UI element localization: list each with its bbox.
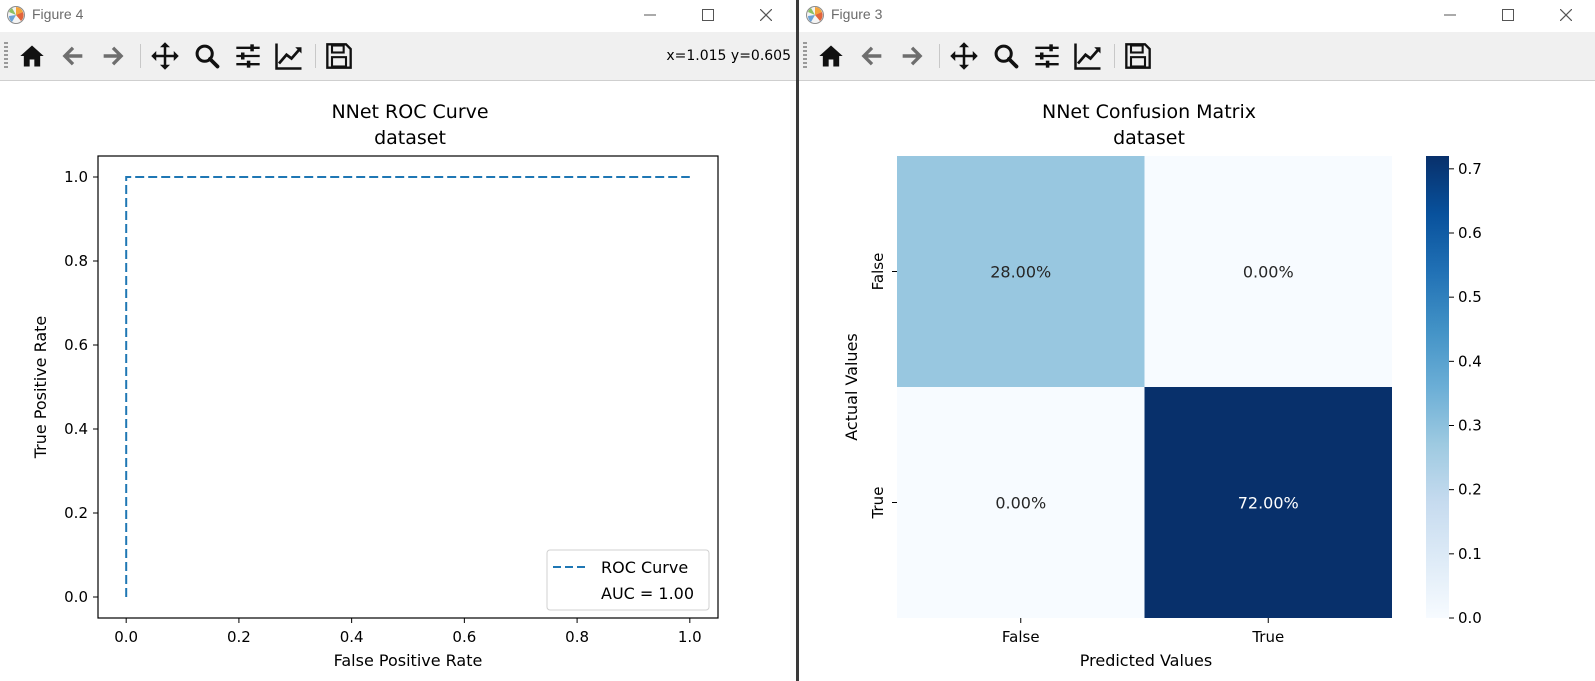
confusion-matrix-chart[interactable]: NNet Confusion Matrix dataset 28.00% 0.00… [799, 81, 1595, 681]
y-tick-label: 0.4 [64, 420, 88, 438]
toolbar-separator [1114, 44, 1115, 68]
colorbar-tick-label: 0.7 [1458, 160, 1482, 178]
configure-subplots-icon[interactable] [231, 39, 265, 73]
save-icon[interactable] [1121, 39, 1155, 73]
heatmap-cell-label: 72.00% [1238, 494, 1299, 513]
toolbar-grip[interactable] [803, 42, 807, 70]
chart-subtitle: dataset [374, 127, 446, 149]
edit-axis-icon[interactable] [1071, 39, 1105, 73]
roc-chart[interactable]: NNet ROC Curve dataset 0.0 0.2 0.4 0.6 0.8 1.… [0, 81, 797, 681]
figure4-toolbar: x=1.015 y=0.605 [0, 32, 797, 81]
x-tick-label: 0.0 [114, 628, 138, 646]
window-title: Figure 3 [831, 6, 883, 22]
x-tick-label: 1.0 [678, 628, 702, 646]
toolbar-separator [140, 44, 141, 68]
x-tick-label: 0.2 [227, 628, 251, 646]
legend-entry: AUC = 1.00 [601, 584, 694, 603]
cursor-coordinates: x=1.015 y=0.605 [666, 48, 791, 64]
heatmap-cell-label: 0.00% [995, 494, 1046, 513]
pan-icon[interactable] [947, 39, 981, 73]
figure3-titlebar: Figure 3 [799, 0, 1595, 30]
heatmap-cell-label: 28.00% [990, 263, 1051, 282]
x-tick-label: True [1251, 628, 1284, 646]
toolbar-separator [939, 44, 940, 68]
window-title: Figure 4 [32, 6, 84, 22]
y-tick-label: True [869, 487, 887, 520]
heatmap-cell[interactable] [1144, 156, 1393, 387]
legend: ROC Curve AUC = 1.00 [546, 549, 710, 611]
matplotlib-app-icon [6, 5, 26, 25]
back-arrow-icon[interactable] [56, 39, 90, 73]
plot-area[interactable] [97, 155, 719, 619]
colorbar-tick-label: 0.1 [1458, 545, 1482, 563]
colorbar-tick-label: 0.6 [1458, 224, 1482, 242]
y-tick-label: 0.8 [64, 252, 88, 270]
figure4-titlebar: Figure 4 [0, 0, 797, 30]
y-tick-label: False [869, 253, 887, 291]
configure-subplots-icon[interactable] [1030, 39, 1064, 73]
chart-title: NNet ROC Curve [331, 101, 488, 123]
zoom-icon[interactable] [989, 39, 1023, 73]
close-button[interactable] [743, 0, 789, 30]
x-axis-label: False Positive Rate [334, 651, 483, 670]
home-icon[interactable] [15, 39, 49, 73]
heatmap-cell[interactable] [1144, 387, 1393, 618]
back-arrow-icon[interactable] [855, 39, 889, 73]
colorbar [1426, 156, 1449, 618]
x-tick-label: False [1002, 628, 1040, 646]
home-icon[interactable] [814, 39, 848, 73]
x-axis-label: Predicted Values [1080, 651, 1212, 670]
close-button[interactable] [1543, 0, 1589, 30]
x-tick-label: 0.8 [565, 628, 589, 646]
heatmap-cell-label: 0.00% [1243, 263, 1294, 282]
minimize-button[interactable] [1427, 0, 1473, 30]
colorbar-tick-label: 0.5 [1458, 288, 1482, 306]
window-divider [796, 0, 799, 681]
x-tick-label: 0.6 [452, 628, 476, 646]
maximize-button[interactable] [685, 0, 731, 30]
edit-axis-icon[interactable] [272, 39, 306, 73]
forward-arrow-icon[interactable] [895, 39, 929, 73]
y-tick-label: 1.0 [64, 168, 88, 186]
chart-title: NNet Confusion Matrix [1042, 101, 1256, 123]
colorbar-tick-label: 0.4 [1458, 352, 1482, 370]
heatmap-cell[interactable] [897, 156, 1145, 387]
legend-entry: ROC Curve [601, 558, 688, 577]
figure4-window: Figure 4 [0, 0, 797, 681]
toolbar-grip[interactable] [4, 42, 8, 70]
zoom-icon[interactable] [190, 39, 224, 73]
figure3-window: Figure 3 [799, 0, 1595, 681]
y-axis-label: True Positive Rate [31, 316, 50, 460]
y-tick-label: 0.2 [64, 504, 88, 522]
pan-icon[interactable] [148, 39, 182, 73]
colorbar-tick-label: 0.3 [1458, 417, 1482, 435]
x-tick-label: 0.4 [340, 628, 364, 646]
chart-subtitle: dataset [1113, 127, 1185, 149]
legend-box [546, 549, 710, 611]
toolbar-separator [315, 44, 316, 68]
forward-arrow-icon[interactable] [96, 39, 130, 73]
figure3-toolbar [799, 32, 1595, 81]
matplotlib-app-icon [805, 5, 825, 25]
heatmap-cell[interactable] [897, 387, 1145, 618]
colorbar-tick-label: 0.0 [1458, 609, 1482, 627]
minimize-button[interactable] [627, 0, 673, 30]
y-tick-label: 0.6 [64, 336, 88, 354]
y-tick-label: 0.0 [64, 588, 88, 606]
colorbar-tick-label: 0.2 [1458, 481, 1482, 499]
save-icon[interactable] [322, 39, 356, 73]
maximize-button[interactable] [1485, 0, 1531, 30]
roc-curve-line [125, 176, 690, 597]
y-axis-label: Actual Values [842, 333, 861, 440]
